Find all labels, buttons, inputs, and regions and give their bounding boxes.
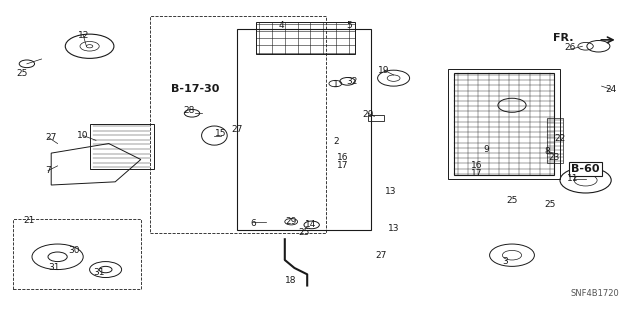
Text: 5: 5 (346, 21, 351, 30)
Bar (454, 73, 554, 175)
Text: 21: 21 (23, 216, 35, 225)
Text: 13: 13 (385, 187, 396, 196)
Bar (256, 22, 355, 54)
Text: 6: 6 (250, 219, 255, 228)
Bar (547, 118, 563, 163)
Text: 25: 25 (17, 69, 28, 78)
Text: 18: 18 (285, 276, 297, 285)
Text: 16: 16 (337, 153, 348, 162)
Text: 14: 14 (305, 220, 316, 229)
Text: 2: 2 (333, 137, 339, 146)
Text: B-60: B-60 (572, 164, 600, 174)
Text: 25: 25 (545, 200, 556, 209)
Text: 13: 13 (388, 224, 399, 233)
Text: 3: 3 (503, 257, 508, 266)
Text: 27: 27 (375, 251, 387, 260)
Text: 10: 10 (77, 131, 89, 140)
Text: 11: 11 (567, 174, 579, 183)
Text: 1: 1 (333, 80, 339, 89)
Text: B-17-30: B-17-30 (171, 84, 220, 94)
Bar (448, 69, 560, 179)
Text: 7: 7 (45, 166, 51, 175)
Text: 31: 31 (49, 263, 60, 272)
Text: 12: 12 (77, 31, 89, 40)
Text: 16: 16 (471, 161, 483, 170)
Text: 28: 28 (183, 106, 195, 115)
Text: 30: 30 (68, 246, 79, 255)
Text: 27: 27 (231, 125, 243, 134)
Bar (150, 16, 326, 233)
Bar (90, 124, 154, 169)
Bar (237, 29, 371, 230)
Text: 22: 22 (554, 134, 566, 143)
Text: 17: 17 (337, 161, 348, 170)
Text: 8: 8 (545, 147, 550, 156)
Text: 27: 27 (45, 133, 57, 142)
Text: 25: 25 (506, 197, 518, 205)
Text: 23: 23 (548, 153, 559, 162)
Text: 24: 24 (605, 85, 617, 94)
Text: 25: 25 (298, 228, 310, 237)
Text: 17: 17 (471, 169, 483, 178)
Text: 31: 31 (93, 268, 105, 277)
Text: 26: 26 (564, 43, 575, 52)
Text: 4: 4 (279, 21, 284, 30)
Bar (368, 115, 384, 121)
Text: 15: 15 (215, 130, 227, 138)
Text: FR.: FR. (553, 33, 573, 43)
Bar (13, 219, 141, 289)
Text: 20: 20 (362, 110, 374, 119)
Text: 29: 29 (285, 217, 297, 226)
Text: 9: 9 (484, 145, 489, 154)
Text: 19: 19 (378, 66, 390, 75)
Text: SNF4B1720: SNF4B1720 (571, 289, 620, 298)
Text: 32: 32 (346, 77, 358, 86)
